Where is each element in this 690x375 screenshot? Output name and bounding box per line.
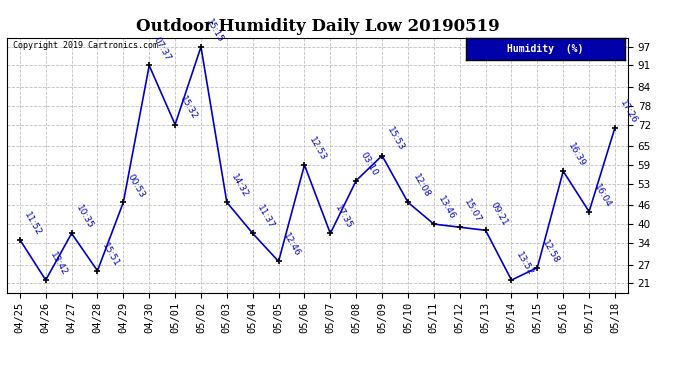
Text: 13:46: 13:46 — [437, 195, 457, 221]
Text: 03:10: 03:10 — [359, 151, 380, 178]
Text: 00:53: 00:53 — [126, 172, 147, 200]
Text: 12:08: 12:08 — [411, 173, 431, 200]
Text: 11:37: 11:37 — [255, 204, 276, 231]
Text: 16:04: 16:04 — [592, 182, 613, 209]
Text: 13:42: 13:42 — [48, 251, 69, 277]
Text: 15:15: 15:15 — [204, 17, 224, 44]
Title: Outdoor Humidity Daily Low 20190519: Outdoor Humidity Daily Low 20190519 — [136, 18, 499, 34]
Text: 15:51: 15:51 — [100, 241, 121, 268]
Text: 13:52: 13:52 — [514, 251, 535, 277]
Text: 14:32: 14:32 — [230, 173, 250, 200]
Text: 12:53: 12:53 — [307, 135, 328, 162]
Text: 07:37: 07:37 — [152, 36, 172, 63]
Text: 16:39: 16:39 — [566, 141, 586, 168]
Text: 15:07: 15:07 — [462, 198, 483, 224]
Text: 11:52: 11:52 — [23, 210, 43, 237]
Text: 12:46: 12:46 — [282, 232, 302, 259]
Text: 17:26: 17:26 — [618, 98, 638, 125]
Text: 15:32: 15:32 — [178, 95, 199, 122]
Text: 17:35: 17:35 — [333, 204, 354, 231]
Text: 10:35: 10:35 — [75, 204, 95, 231]
Text: 12:58: 12:58 — [540, 238, 561, 265]
Text: 09:21: 09:21 — [489, 201, 509, 228]
Text: 15:53: 15:53 — [385, 126, 406, 153]
Text: Copyright 2019 Cartronics.com: Copyright 2019 Cartronics.com — [13, 41, 158, 50]
